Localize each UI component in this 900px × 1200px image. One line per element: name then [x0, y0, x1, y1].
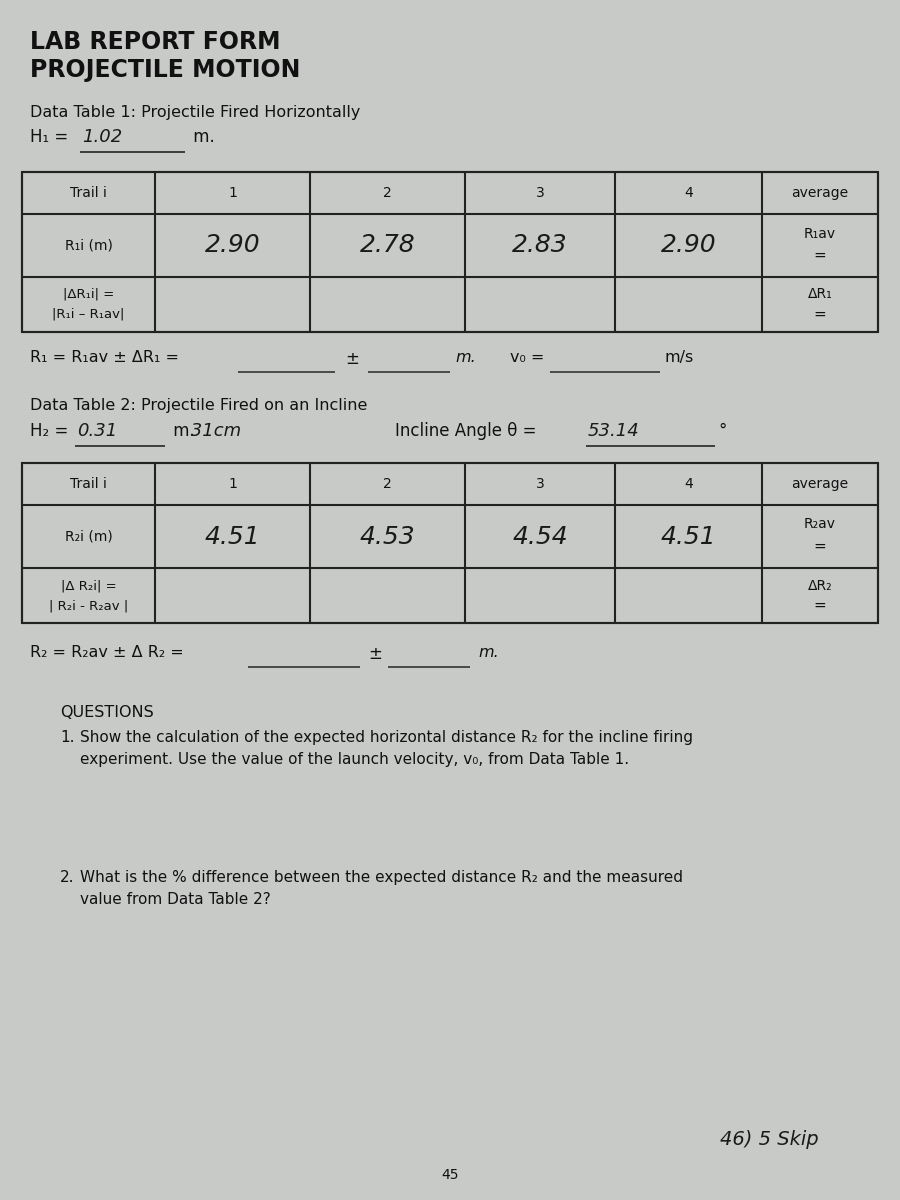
Text: 2.83: 2.83 — [512, 234, 568, 258]
Text: 1: 1 — [228, 186, 237, 200]
Text: 1: 1 — [228, 476, 237, 491]
Text: m.: m. — [188, 128, 215, 146]
Text: 45: 45 — [441, 1168, 459, 1182]
Text: ΔR₁: ΔR₁ — [807, 288, 833, 301]
Text: R₁ = R₁av ± ΔR₁ =: R₁ = R₁av ± ΔR₁ = — [30, 350, 179, 365]
Text: value from Data Table 2?: value from Data Table 2? — [80, 892, 271, 907]
Text: Data Table 1: Projectile Fired Horizontally: Data Table 1: Projectile Fired Horizonta… — [30, 104, 360, 120]
Text: PROJECTILE MOTION: PROJECTILE MOTION — [30, 58, 301, 82]
Text: =: = — [814, 248, 826, 263]
Text: average: average — [791, 476, 849, 491]
Text: 3: 3 — [536, 186, 544, 200]
Text: LAB REPORT FORM: LAB REPORT FORM — [30, 30, 281, 54]
Text: 4.51: 4.51 — [661, 524, 716, 548]
Text: R₂ = R₂av ± Δ R₂ =: R₂ = R₂av ± Δ R₂ = — [30, 646, 184, 660]
Text: R₁av: R₁av — [804, 227, 836, 240]
Text: R₂av: R₂av — [804, 517, 836, 532]
Text: 2.90: 2.90 — [204, 234, 260, 258]
Text: 2.: 2. — [60, 870, 75, 886]
Text: ΔR₂: ΔR₂ — [807, 578, 833, 593]
Text: experiment. Use the value of the launch velocity, v₀, from Data Table 1.: experiment. Use the value of the launch … — [80, 752, 629, 767]
Text: 31cm: 31cm — [185, 422, 241, 440]
Text: =: = — [814, 598, 826, 613]
Text: =: = — [814, 307, 826, 322]
Text: 0.31: 0.31 — [77, 422, 117, 440]
Text: m/s: m/s — [665, 350, 694, 365]
Text: 2.78: 2.78 — [360, 234, 415, 258]
Text: 4.53: 4.53 — [360, 524, 415, 548]
Text: Trail i: Trail i — [70, 186, 107, 200]
Text: m.: m. — [168, 422, 194, 440]
Text: |Δ R₂i| =: |Δ R₂i| = — [60, 578, 116, 592]
Text: m.: m. — [455, 350, 476, 365]
Text: Trail i: Trail i — [70, 476, 107, 491]
Text: average: average — [791, 186, 849, 200]
Text: 4: 4 — [684, 476, 693, 491]
Text: 4.51: 4.51 — [204, 524, 260, 548]
Text: Incline Angle θ =: Incline Angle θ = — [395, 422, 536, 440]
Text: 4: 4 — [684, 186, 693, 200]
Text: H₁ =: H₁ = — [30, 128, 74, 146]
Text: QUESTIONS: QUESTIONS — [60, 704, 154, 720]
Text: R₂i (m): R₂i (m) — [65, 529, 112, 544]
Text: ±: ± — [368, 646, 382, 662]
Text: |R₁i – R₁av|: |R₁i – R₁av| — [52, 308, 125, 320]
Bar — [22, 172, 878, 332]
Text: R₁i (m): R₁i (m) — [65, 239, 112, 252]
Text: 1.: 1. — [60, 730, 75, 745]
Text: | R₂i - R₂av |: | R₂i - R₂av | — [49, 599, 128, 612]
Text: m.: m. — [478, 646, 499, 660]
Text: 2.90: 2.90 — [661, 234, 716, 258]
Text: °: ° — [718, 422, 726, 440]
Text: H₂ =: H₂ = — [30, 422, 68, 440]
Text: 3: 3 — [536, 476, 544, 491]
Text: Show the calculation of the expected horizontal distance R₂ for the incline firi: Show the calculation of the expected hor… — [80, 730, 693, 745]
Text: |ΔR₁i| =: |ΔR₁i| = — [63, 288, 114, 301]
Text: v₀ =: v₀ = — [510, 350, 544, 365]
Text: 2: 2 — [383, 186, 392, 200]
Text: =: = — [814, 539, 826, 554]
Text: 4.54: 4.54 — [512, 524, 568, 548]
Text: Data Table 2: Projectile Fired on an Incline: Data Table 2: Projectile Fired on an Inc… — [30, 398, 367, 413]
Bar — [22, 463, 878, 623]
Text: 46) 5 Skip: 46) 5 Skip — [720, 1130, 819, 1150]
Text: 1.02: 1.02 — [82, 128, 122, 146]
Text: 2: 2 — [383, 476, 392, 491]
Text: What is the % difference between the expected distance R₂ and the measured: What is the % difference between the exp… — [80, 870, 683, 886]
Text: 53.14: 53.14 — [588, 422, 640, 440]
Text: ±: ± — [345, 350, 359, 368]
